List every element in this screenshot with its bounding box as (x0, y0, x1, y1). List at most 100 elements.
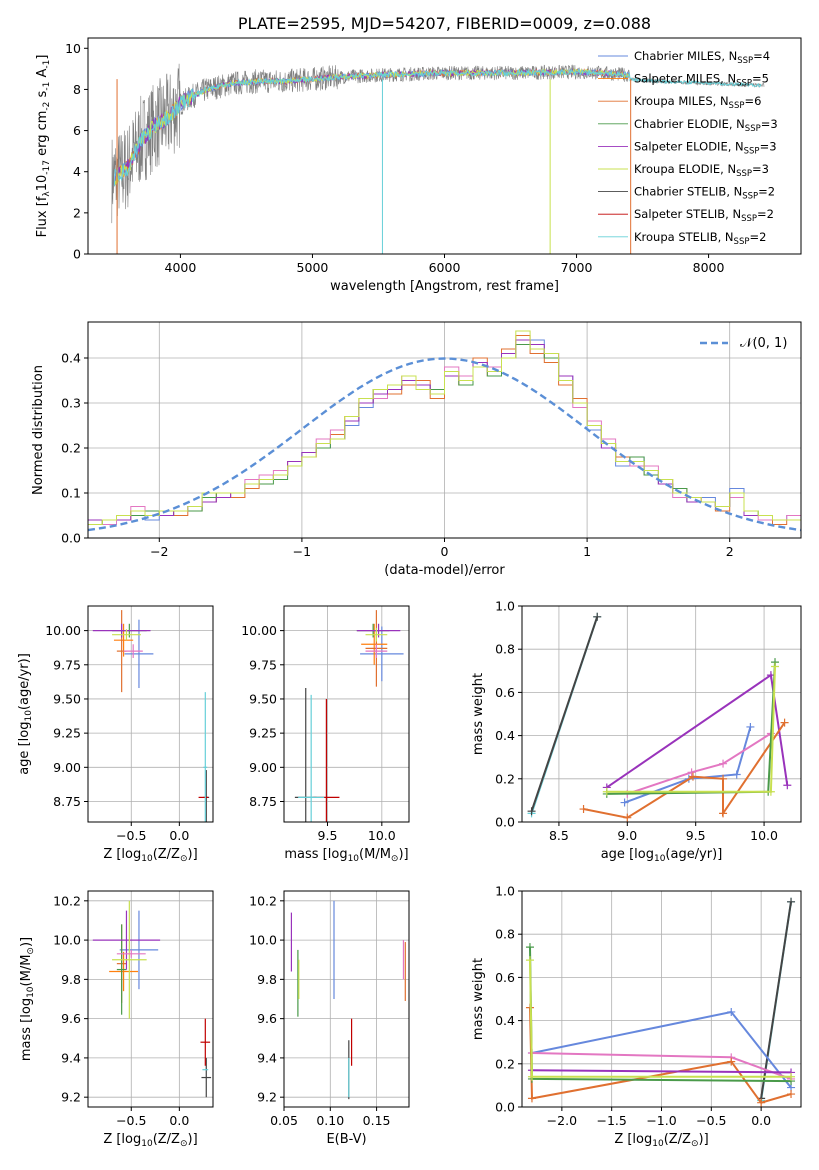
weight-marker (783, 781, 792, 790)
weight-line (626, 732, 772, 795)
weight-marker (727, 1057, 736, 1066)
x-axis-label-part: )] (699, 1132, 709, 1147)
x-tick-label: 0.15 (363, 1113, 391, 1128)
x-tick-label: 2 (726, 544, 734, 559)
y-tick-label: 2 (73, 205, 81, 220)
y-axis-label-part: -2 (42, 102, 52, 111)
legend-label-part: SSP (734, 237, 750, 247)
weight-marker (787, 1090, 796, 1099)
x-axis-label-part: ⊙ (691, 1139, 699, 1149)
mass-vs-EBV: 0.05 0.10 0.15 9.2 9.4 9.6 9.8 10.0 10.2 E(B-V) (249, 890, 410, 1147)
legend-label-part: SSP (736, 79, 752, 89)
legend-label-part: =2 (758, 185, 775, 199)
chart-title: PLATE=2595, MJD=54207, FIBERID=0009, z=0… (238, 14, 651, 33)
legend-label: Kroupa MILES, NSSP=6 (634, 94, 761, 111)
x-tick-label: 0.10 (316, 1113, 344, 1128)
weight-marker (687, 768, 696, 777)
y-axis-label: Normed distribution (31, 365, 46, 495)
x-axis-label-part: (Z/Z (664, 1132, 691, 1147)
weight-marker (780, 718, 789, 727)
mass-vs-EBV-marks (290, 900, 406, 1100)
axes-frame (521, 605, 802, 823)
model-spectrum-line (113, 68, 630, 187)
weight-series (527, 612, 602, 816)
weight-marker (579, 805, 588, 814)
y-tick-label: 0.1 (61, 486, 81, 501)
weight-series (579, 718, 789, 822)
y-tick-label: 9.50 (249, 691, 277, 706)
legend-label-part: SSP (737, 56, 753, 66)
y-tick-label: 9.25 (249, 726, 277, 741)
legend: Chabrier MILES, NSSP=4 Salpeter MILES, NS… (598, 49, 778, 247)
x-axis-label-part: (M/M (359, 847, 391, 862)
y-tick-label: 9.75 (249, 657, 277, 672)
data-point (200, 1018, 211, 1066)
weight-marker (602, 787, 611, 796)
weight-series (525, 956, 796, 1081)
y-tick-label: 0.6 (495, 685, 515, 700)
legend: 𝒩(0, 1) (700, 336, 787, 351)
x-tick-label: 0.0 (169, 828, 189, 843)
legend-label: Salpeter ELODIE, NSSP=3 (634, 139, 777, 156)
residuals-marks (88, 330, 801, 538)
age-vs-Z-marks (92, 610, 210, 822)
spectrum: 4000 5000 6000 7000 8000 0 2 4 6 8 10 wavelength [A… (35, 14, 802, 294)
y-axis-label-part: -1 (42, 82, 52, 91)
x-axis-label-part: 10 (141, 1139, 153, 1149)
mass-vs-Z: −0.5 0.09.29.49.69.810.010.2Z [log10(Z/Z⊙… (19, 890, 214, 1149)
legend-label-part: =5 (752, 72, 769, 86)
legend-label-part: SSP (745, 124, 761, 134)
y-tick-label: 10.0 (53, 933, 81, 948)
weight-line (529, 947, 792, 1083)
data-point (365, 644, 388, 658)
y-axis-label: age [log10(age/yr)] (17, 653, 34, 775)
x-axis-label: (data-model)/error (384, 563, 505, 578)
y-axis-label-part: )] (19, 937, 34, 947)
legend-label-part: =2 (757, 207, 774, 221)
legend-label-part: Chabrier MILES, N (634, 49, 737, 63)
x-tick-label: 8.5 (549, 828, 569, 843)
x-axis-label: wavelength [Angstrom, rest frame] (330, 279, 559, 294)
x-axis-label-part: Z [log (103, 847, 141, 862)
weight-marker (746, 722, 755, 731)
data-point (112, 629, 141, 641)
y-axis-label-part: A (35, 69, 50, 82)
x-tick-label: 9.5 (686, 828, 706, 843)
massweight-vs-age: 8.5 9.0 9.5 10.0 0.0 0.2 0.4 0.6 0.8 1.0 age [log1… (471, 599, 802, 864)
y-tick-label: 1.0 (495, 599, 515, 614)
y-tick-label: 9.2 (61, 1090, 81, 1105)
legend-label: Chabrier STELIB, NSSP=2 (634, 185, 775, 202)
legend-label: Chabrier MILES, NSSP=4 (634, 49, 770, 66)
weight-marker (719, 774, 728, 783)
data-point (116, 949, 146, 958)
y-tick-label: 9.25 (53, 726, 81, 741)
x-tick-label: −0.5 (696, 1113, 726, 1128)
legend-label: Salpeter MILES, NSSP=5 (634, 72, 769, 89)
y-axis-label: mass [log10(M/M⊙)] (19, 937, 36, 1061)
x-tick-label: 0 (441, 544, 449, 559)
y-tick-label: 9.4 (61, 1050, 81, 1065)
weight-series (602, 671, 792, 792)
data-point (123, 644, 143, 658)
y-tick-label: 9.8 (61, 972, 81, 987)
x-tick-label: −1 (293, 544, 311, 559)
x-tick-label: 0.0 (751, 1113, 771, 1128)
y-tick-label: 0 (73, 247, 81, 262)
x-tick-label: 0.0 (169, 1113, 189, 1128)
data-point (109, 951, 138, 992)
weight-series (602, 662, 780, 796)
y-tick-label: 10.00 (241, 623, 277, 638)
x-axis-label-part: ⊙ (391, 854, 399, 864)
x-axis-label-part: (Z/Z (153, 1132, 180, 1147)
y-tick-label: 9.2 (257, 1090, 277, 1105)
axes-frame (87, 321, 802, 539)
y-axis-label-part: mass [log (19, 998, 34, 1061)
y-tick-label: 4 (73, 164, 81, 179)
weight-marker (727, 1007, 736, 1016)
y-axis-label-part: (age/yr)] (17, 653, 32, 710)
y-tick-label: 9.6 (257, 1011, 277, 1026)
data-point (112, 900, 147, 1019)
y-axis-label-part: (M/M (19, 955, 34, 987)
weight-marker (787, 897, 796, 906)
legend-label-part: Kroupa ELODIE, N (634, 162, 736, 176)
